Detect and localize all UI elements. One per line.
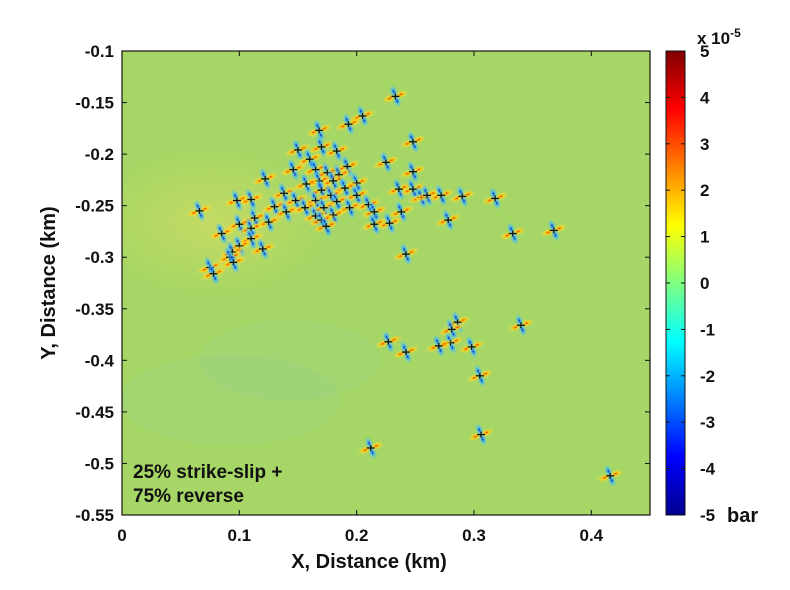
event-marker (387, 200, 415, 224)
colorbar-tick-label: -1 (700, 320, 715, 339)
event-marker (375, 330, 402, 354)
x-tick-label: 0.4 (580, 526, 604, 545)
event-marker (280, 158, 307, 181)
y-tick-label: -0.15 (75, 94, 114, 113)
event-marker (220, 250, 247, 274)
colorbar-tick-label: 4 (700, 88, 710, 107)
x-tick-label: 0.1 (228, 526, 252, 545)
event-marker (249, 237, 277, 261)
colorbar-tick-label: 2 (700, 181, 709, 200)
event-marker (425, 334, 453, 358)
colorbar-tick-label: -2 (700, 367, 715, 386)
event-marker (251, 167, 279, 191)
x-tick-label: 0.2 (345, 526, 369, 545)
colorbar-unit: bar (727, 505, 758, 527)
event-marker (458, 335, 485, 359)
x-tick-label: 0.3 (462, 526, 486, 545)
event-markers (186, 84, 624, 488)
event-marker (308, 135, 335, 159)
y-tick-label: -0.4 (85, 351, 115, 370)
event-marker (499, 222, 526, 245)
event-marker (399, 160, 427, 184)
y-tick-label: -0.35 (75, 300, 114, 319)
plot-frame (121, 50, 651, 516)
event-marker (481, 187, 509, 210)
colorbar-tick-label: 3 (700, 135, 709, 154)
event-marker (200, 262, 227, 286)
colorbar-multiplier: x 10-5 (697, 26, 741, 48)
event-marker (372, 150, 400, 174)
event-marker (284, 138, 312, 162)
event-marker (272, 200, 300, 224)
event-marker (392, 242, 420, 266)
colorbar-tick-label: -4 (700, 460, 716, 479)
x-axis-label: X, Distance (km) (291, 551, 447, 573)
y-tick-label: -0.45 (75, 403, 114, 422)
event-marker (323, 139, 350, 163)
event-marker (448, 184, 476, 208)
colorbar-tick-label: -3 (700, 413, 715, 432)
colorbar-tick-label: -5 (700, 506, 715, 525)
event-marker (427, 183, 455, 207)
event-marker (434, 208, 462, 232)
event-marker (466, 364, 494, 388)
event-marker (507, 313, 535, 337)
event-marker (399, 130, 427, 154)
y-axis-label: Y, Distance (km) (38, 206, 60, 359)
x-tick-label: 0 (117, 526, 126, 545)
annotation-line-2: 75% reverse (133, 486, 244, 507)
event-marker (357, 436, 385, 460)
colorbar-tick-label: 1 (700, 228, 709, 247)
event-marker (360, 212, 388, 236)
event-marker (467, 423, 495, 446)
y-tick-label: -0.55 (75, 506, 114, 525)
colorbar-ticks: 5 4 3 2 1 0 -1 -2 -3 -4 -5 (666, 42, 716, 525)
y-tick-label: -0.5 (85, 454, 114, 473)
event-marker (312, 214, 340, 238)
event-marker (382, 84, 409, 108)
colorbar-tick-label: 0 (700, 274, 709, 293)
event-marker (223, 189, 251, 212)
event-marker (540, 218, 568, 242)
event-marker (335, 112, 362, 136)
event-marker (208, 222, 236, 245)
event-marker (596, 464, 624, 488)
y-axis-ticks: -0.1 -0.15 -0.2 -0.25 -0.3 -0.35 -0.4 -0.45 -0.5… (75, 42, 650, 525)
event-marker (186, 199, 213, 223)
event-marker (392, 340, 420, 364)
x-axis-ticks: 0 0.1 0.2 0.3 0.4 (117, 51, 604, 545)
plot-field (122, 84, 624, 488)
y-tick-label: -0.1 (85, 42, 114, 61)
colorbar-tick-label: 5 (700, 42, 709, 61)
y-tick-label: -0.3 (85, 248, 114, 267)
y-tick-label: -0.2 (85, 145, 114, 164)
annotation-line-1: 25% strike-slip + (133, 462, 282, 483)
y-tick-label: -0.25 (75, 197, 114, 216)
